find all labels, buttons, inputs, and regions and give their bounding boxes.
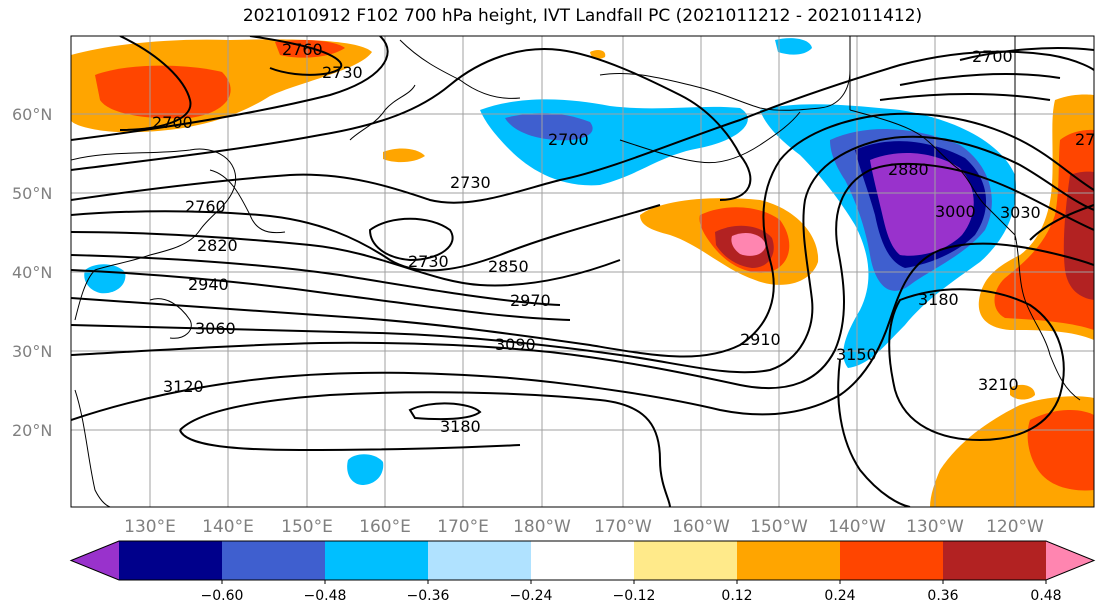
positive-anomaly-region bbox=[383, 148, 425, 163]
coastlines bbox=[71, 36, 1081, 507]
contour-label: 2700 bbox=[972, 47, 1013, 66]
map-title: 2021010912 F102 700 hPa height, IVT Land… bbox=[242, 6, 923, 26]
lon-label: 170°E bbox=[437, 517, 489, 537]
contour-label: 27 bbox=[1075, 130, 1095, 149]
colorbar-tick-label: −0.36 bbox=[407, 588, 450, 601]
positive-anomaly-region bbox=[1010, 384, 1035, 400]
colorbar-tick-label: −0.24 bbox=[510, 588, 553, 601]
contour-label: 3000 bbox=[935, 202, 976, 221]
colorbar-segment bbox=[1046, 541, 1094, 580]
lon-label: 150°E bbox=[281, 517, 333, 537]
negative-anomaly-region bbox=[347, 454, 384, 485]
lat-label: 60°N bbox=[12, 105, 52, 124]
lon-label: 130°E bbox=[124, 517, 176, 537]
contour-label: 2730 bbox=[408, 252, 449, 271]
lon-label: 130°W bbox=[906, 517, 964, 537]
colorbar-tick-label: −0.48 bbox=[304, 588, 347, 601]
colorbar-tick-label: 0.36 bbox=[927, 588, 958, 601]
positive-anomaly-region bbox=[1063, 171, 1094, 300]
contour-label: 2910 bbox=[740, 330, 781, 349]
contour-label: 2730 bbox=[322, 63, 363, 82]
lat-label: 30°N bbox=[12, 342, 52, 361]
colorbar-segment bbox=[634, 541, 738, 580]
negative-anomaly-region bbox=[505, 113, 593, 141]
lon-label: 140°W bbox=[828, 517, 886, 537]
contour-label: 2850 bbox=[488, 257, 529, 276]
latitude-labels: 60°N 50°N 40°N 30°N 20°N bbox=[12, 105, 52, 440]
contour-label: 2940 bbox=[188, 275, 229, 294]
colorbar-tick-label: −0.12 bbox=[613, 588, 656, 601]
lon-label: 150°W bbox=[750, 517, 808, 537]
contour-label: 3180 bbox=[440, 417, 481, 436]
contour-label: 3030 bbox=[1000, 203, 1041, 222]
colorbar-segment bbox=[325, 541, 429, 580]
contour-label: 2760 bbox=[185, 197, 226, 216]
lon-label: 120°W bbox=[986, 517, 1044, 537]
colorbar-tick-label: 0.24 bbox=[824, 588, 855, 601]
longitude-labels: 130°E 140°E 150°E 160°E 170°E 180°W 170°… bbox=[124, 517, 1044, 537]
lon-label: 160°W bbox=[672, 517, 730, 537]
negative-anomaly-region bbox=[870, 153, 974, 256]
lon-label: 170°W bbox=[594, 517, 652, 537]
lat-label: 40°N bbox=[12, 263, 52, 282]
colorbar-segment bbox=[737, 541, 841, 580]
contour-label: 3210 bbox=[978, 375, 1019, 394]
contour-label: 3090 bbox=[495, 335, 536, 354]
lon-label: 180°W bbox=[513, 517, 571, 537]
ivt-anomaly-shading bbox=[71, 38, 1094, 507]
colorbar-segment bbox=[943, 541, 1047, 580]
colorbar-tick-label: −0.60 bbox=[201, 588, 244, 601]
colorbar-tick-label: 0.12 bbox=[721, 588, 752, 601]
contour-label: 3120 bbox=[163, 377, 204, 396]
contour-label: 2700 bbox=[152, 113, 193, 132]
lon-label: 140°E bbox=[202, 517, 254, 537]
contour-label: 3180 bbox=[918, 290, 959, 309]
colorbar-segment bbox=[222, 541, 326, 580]
map-frame bbox=[70, 35, 1095, 508]
colorbar-segment bbox=[840, 541, 944, 580]
positive-anomaly-region bbox=[95, 65, 231, 119]
colorbar-segment bbox=[428, 541, 532, 580]
contour-label: 2970 bbox=[510, 291, 551, 310]
colorbar-segment bbox=[71, 541, 119, 580]
contour-label: 3060 bbox=[195, 319, 236, 338]
colorbar-outline bbox=[69, 540, 1096, 581]
contour-label: 2880 bbox=[888, 160, 929, 179]
lat-label: 20°N bbox=[12, 421, 52, 440]
contour-label: 2700 bbox=[548, 130, 589, 149]
contour-label: 2820 bbox=[197, 236, 238, 255]
positive-anomaly-region bbox=[731, 233, 766, 256]
contour-label: 3150 bbox=[836, 345, 877, 364]
colorbar-segment bbox=[119, 541, 223, 580]
lon-label: 160°E bbox=[359, 517, 411, 537]
contour-labels: 2760 2730 2700 2700 2700 2760 2730 2820 … bbox=[152, 40, 1095, 436]
colorbar-segment bbox=[531, 541, 635, 580]
contour-label: 2730 bbox=[450, 173, 491, 192]
lat-label: 50°N bbox=[12, 184, 52, 203]
negative-anomaly-region bbox=[775, 38, 812, 55]
colorbar: −0.60 −0.48 −0.36 −0.24 −0.12 0.12 0.24 0.36 0.4… bbox=[69, 540, 1096, 601]
colorbar-tick-label: 0.48 bbox=[1030, 588, 1061, 601]
height-contours bbox=[71, 36, 1094, 507]
contour-label: 2760 bbox=[282, 40, 323, 59]
